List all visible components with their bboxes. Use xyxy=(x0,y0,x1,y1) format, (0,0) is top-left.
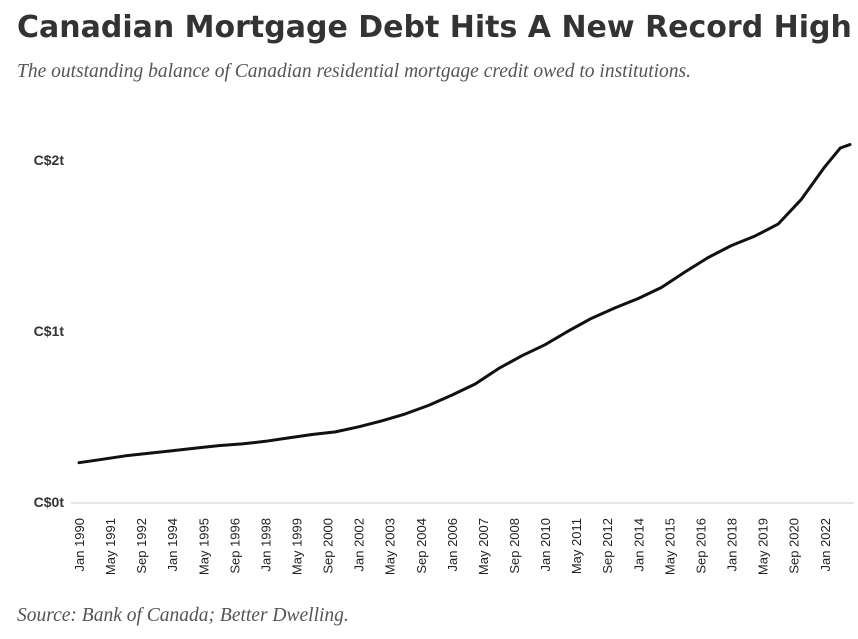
x-tick-label: May 2015 xyxy=(662,518,677,575)
x-tick-label: Sep 1992 xyxy=(134,518,149,574)
x-tick-label: Jan 2018 xyxy=(725,518,740,572)
x-tick-label: May 2007 xyxy=(476,518,491,575)
x-tick-label: Jan 2022 xyxy=(818,518,833,572)
x-tick-label: Jan 1998 xyxy=(258,518,273,572)
x-tick-label: May 2019 xyxy=(756,518,771,575)
x-tick-label: Jan 2002 xyxy=(352,518,367,572)
x-tick-label: May 1999 xyxy=(290,518,305,575)
x-tick-label: Sep 2016 xyxy=(693,518,708,574)
x-tick-label: May 2011 xyxy=(569,518,584,574)
x-tick-label: Sep 2008 xyxy=(507,518,522,574)
x-tick-label: Sep 2004 xyxy=(414,518,429,574)
x-tick-label: Sep 2012 xyxy=(600,518,615,574)
y-tick-label: C$1t xyxy=(34,323,65,339)
x-tick-label: Sep 1996 xyxy=(227,518,242,574)
x-tick-label: May 1991 xyxy=(103,518,118,575)
x-axis: Jan 1990 May 1991 Sep 1992 Jan 1994 May 1995… xyxy=(71,502,854,575)
source-note: Source: Bank of Canada; Better Dwelling. xyxy=(17,605,349,626)
x-tick-label: May 1995 xyxy=(196,518,211,575)
y-tick-label: C$0t xyxy=(34,494,65,510)
mortgage-debt-chart: C$0tC$1tC$2t Jan 1990 May 1991 Sep 1992 Jan… xyxy=(34,143,854,575)
y-tick-label: C$2t xyxy=(34,152,65,168)
series-line xyxy=(77,143,852,465)
y-axis: C$0t C$1t C$2t xyxy=(34,152,65,510)
x-tick-label: Jan 1990 xyxy=(72,518,87,572)
x-tick-label: Jan 2010 xyxy=(538,518,553,572)
x-tick-label: Jan 2014 xyxy=(631,518,646,572)
x-tick-label: May 2003 xyxy=(383,518,398,575)
series-group xyxy=(77,143,852,465)
x-tick-label: Sep 2020 xyxy=(787,518,802,574)
chart-title: Canadian Mortgage Debt Hits A New Record… xyxy=(17,10,852,45)
chart-subtitle: The outstanding balance of Canadian resi… xyxy=(17,61,691,82)
x-tick-label: Jan 1994 xyxy=(165,518,180,572)
x-tick-label: Sep 2000 xyxy=(321,518,336,574)
x-tick-label: Jan 2006 xyxy=(445,518,460,572)
